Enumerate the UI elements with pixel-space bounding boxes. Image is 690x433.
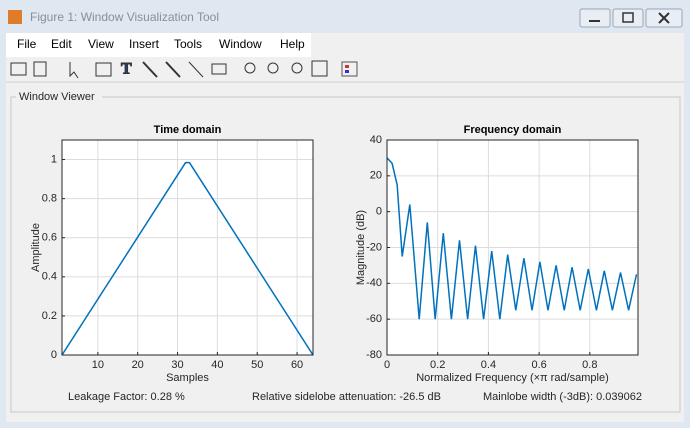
chart-title: Time domain bbox=[154, 124, 222, 136]
pin-button[interactable] bbox=[211, 63, 227, 75]
panel-border bbox=[10, 96, 681, 413]
y-tick-label: 0 bbox=[376, 206, 382, 218]
menu-item[interactable]: Insert bbox=[129, 37, 160, 51]
print-preview-button[interactable] bbox=[33, 61, 47, 77]
panel-title-bg bbox=[16, 90, 102, 104]
menu-item[interactable]: File bbox=[17, 37, 37, 51]
x-tick-label: 10 bbox=[92, 359, 104, 371]
fit-button[interactable] bbox=[311, 60, 328, 77]
panel-title: Window Viewer bbox=[19, 91, 95, 103]
pan-button[interactable] bbox=[291, 62, 303, 74]
zoom-out-button[interactable] bbox=[267, 62, 279, 74]
arrow-button[interactable] bbox=[165, 61, 181, 78]
x-tick-label: 20 bbox=[132, 359, 144, 371]
menu-item[interactable]: Window bbox=[219, 37, 262, 51]
y-tick-label: -60 bbox=[366, 313, 382, 325]
status-text: Relative sidelobe attenuation: -26.5 dB bbox=[252, 391, 441, 403]
x-tick-label: 0.4 bbox=[481, 359, 496, 371]
data-line bbox=[62, 161, 313, 355]
toolbar: T bbox=[10, 60, 358, 79]
select-button[interactable] bbox=[69, 62, 79, 79]
axes-box bbox=[386, 139, 639, 356]
double-arrow-button[interactable] bbox=[142, 61, 158, 78]
y-tick-label: -20 bbox=[366, 241, 382, 253]
menu-item[interactable]: Tools bbox=[174, 37, 202, 51]
menu-item[interactable]: Edit bbox=[51, 37, 72, 51]
x-tick-label: 30 bbox=[171, 359, 183, 371]
x-tick-label: 40 bbox=[211, 359, 223, 371]
x-tick-label: 0.8 bbox=[582, 359, 597, 371]
close-icon bbox=[658, 12, 670, 24]
text-button[interactable]: T bbox=[121, 60, 133, 78]
y-tick-label: -40 bbox=[366, 277, 382, 289]
y-tick-label: 0 bbox=[51, 349, 57, 361]
menu-item[interactable]: View bbox=[88, 37, 114, 51]
data-line bbox=[387, 157, 638, 320]
print-button[interactable] bbox=[10, 62, 27, 76]
rectangle-button[interactable] bbox=[95, 62, 112, 77]
restore-icon bbox=[622, 12, 634, 23]
x-axis-label: Samples bbox=[166, 372, 209, 384]
legend-icon-red bbox=[345, 65, 349, 68]
y-tick-label: 0.6 bbox=[42, 232, 57, 244]
y-tick-label: 0.2 bbox=[42, 310, 57, 322]
x-tick-label: 0 bbox=[384, 359, 390, 371]
menu-item[interactable]: Help bbox=[280, 37, 305, 51]
y-axis-label: Amplitude bbox=[30, 223, 42, 272]
minimize-button[interactable] bbox=[579, 8, 611, 28]
y-tick-label: 0.8 bbox=[42, 193, 57, 205]
line-button[interactable] bbox=[188, 61, 204, 78]
x-tick-label: 0.6 bbox=[531, 359, 546, 371]
restore-button[interactable] bbox=[612, 8, 644, 28]
chart-title: Frequency domain bbox=[464, 124, 562, 136]
y-tick-label: -80 bbox=[366, 349, 382, 361]
y-tick-label: 1 bbox=[51, 153, 57, 165]
y-tick-label: 0.4 bbox=[42, 271, 57, 283]
legend-icon-blue bbox=[345, 70, 349, 73]
y-tick-label: 20 bbox=[370, 170, 382, 182]
legend-button[interactable] bbox=[341, 61, 358, 77]
app-icon bbox=[8, 10, 22, 24]
y-tick-label: 40 bbox=[370, 134, 382, 146]
x-tick-label: 0.2 bbox=[430, 359, 445, 371]
x-axis-label: Normalized Frequency (×π rad/sample) bbox=[416, 372, 609, 384]
x-tick-label: 50 bbox=[251, 359, 263, 371]
plot-area bbox=[62, 140, 313, 355]
window-title: Figure 1: Window Visualization Tool bbox=[30, 10, 219, 24]
status-text: Leakage Factor: 0.28 % bbox=[68, 391, 185, 403]
menu-bar bbox=[6, 33, 311, 57]
status-text: Mainlobe width (-3dB): 0.039062 bbox=[483, 391, 642, 403]
y-axis-label: Magnitude (dB) bbox=[355, 210, 367, 285]
x-tick-label: 60 bbox=[291, 359, 303, 371]
axes-box bbox=[61, 139, 314, 356]
zoom-in-button[interactable] bbox=[244, 62, 256, 74]
